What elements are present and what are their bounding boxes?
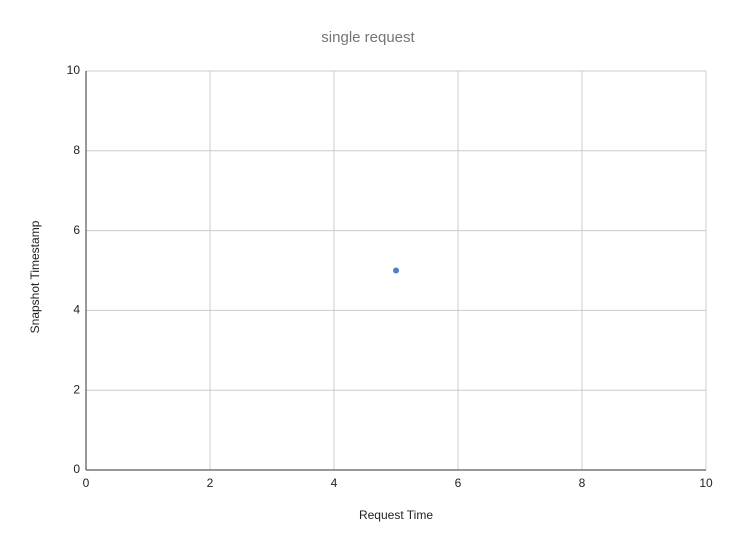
x-tick-label: 6 [455,476,462,490]
y-tick-label: 0 [73,462,80,476]
x-tick-label: 0 [83,476,90,490]
x-tick-label: 2 [207,476,214,490]
y-axis-label: Snapshot Timestamp [28,220,42,333]
chart-title: single request [321,29,415,46]
x-tick-label: 8 [579,476,586,490]
y-tick-label: 2 [73,382,80,396]
x-tick-label: 4 [331,476,338,490]
x-tick-label: 10 [699,476,713,490]
y-tick-label: 10 [67,63,81,77]
x-axis-label: Request Time [359,508,433,522]
y-tick-label: 6 [73,223,80,237]
y-tick-label: 8 [73,143,80,157]
point [393,267,399,274]
y-tick-label: 4 [73,303,80,317]
